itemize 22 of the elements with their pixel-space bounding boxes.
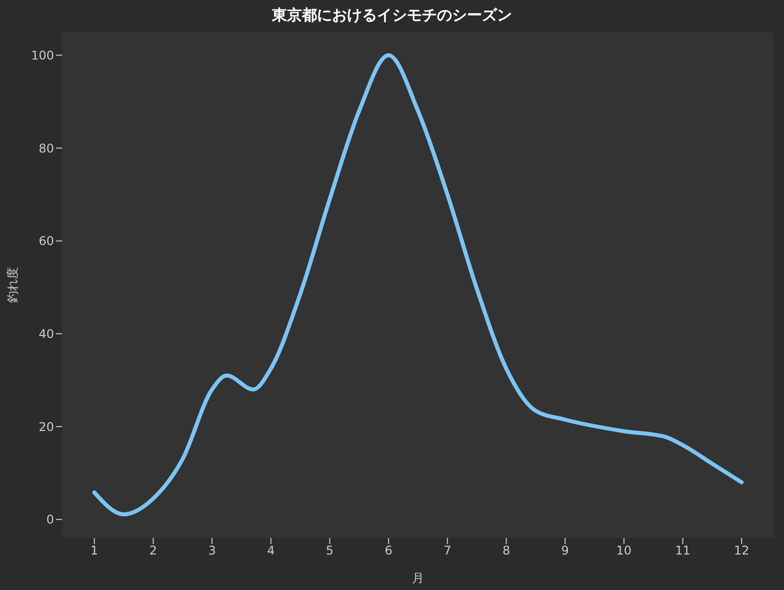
x-tick-label: 11 [675,544,690,558]
y-tick-label: 100 [31,48,54,62]
line-series [92,53,744,516]
x-tick-label: 5 [326,544,334,558]
y-tick-label: 0 [46,512,54,527]
y-tick-label: 40 [38,327,54,342]
y-tick-label: 80 [38,141,54,156]
x-tick-label: 4 [267,544,275,558]
x-tick-label: 1 [90,544,98,558]
y-axis-title: 釣れ度 [5,267,20,303]
x-tick-label: 2 [149,544,158,558]
x-tick-label: 7 [444,544,452,558]
x-axis-title: 月 [412,571,424,585]
x-tick-label: 8 [502,544,510,558]
x-tick-label: 6 [384,544,392,558]
x-tick-label: 3 [208,544,216,558]
chart-title: 東京都におけるイシモチのシーズン [270,6,513,25]
x-tick-label: 12 [734,544,750,558]
y-tick-label: 60 [38,234,54,248]
x-tick-label: 9 [561,544,569,558]
y-tick-label: 20 [38,420,54,434]
x-tick-label: 10 [616,544,632,558]
